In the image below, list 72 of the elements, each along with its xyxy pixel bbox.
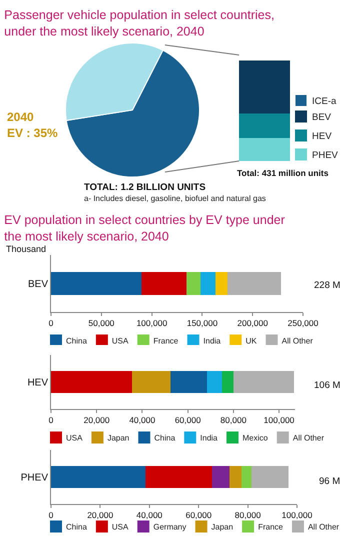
bar [186,272,201,295]
legend-label: All Other [308,522,340,532]
x-tick-label: 80,000 [234,510,262,520]
legend-label: USA [66,434,84,443]
x-tick-label: 50,000 [88,318,115,328]
legend-label: ICE-a [312,96,337,108]
bar [51,371,132,393]
bar [146,466,212,488]
x-tick-label: 20,000 [87,510,114,520]
text: 96 M [319,476,340,487]
bar [212,466,230,488]
bar [51,466,146,488]
text: a- Includes diesel, gasoline, biofuel and natural gas [84,194,266,203]
x-tick-label: 40,000 [129,415,156,426]
bar [242,466,252,488]
x-tick-label: 100,000 [136,318,168,328]
legend-label: All Other [292,434,324,443]
text: Total: 431 million units [237,168,329,178]
bar [170,371,208,393]
x-tick-label: 250,000 [288,318,319,328]
x-tick-label: 60,000 [174,415,202,426]
legend-label: China [154,434,176,443]
legend-label: China [66,522,88,532]
legend-label: France [258,522,284,532]
bar [200,272,216,295]
x-tick-label: 0 [48,318,54,328]
bar [251,466,288,488]
bar [142,272,187,295]
legend-label: USA [112,336,130,346]
legend-label: India [203,336,222,346]
x-tick-label: 0 [48,415,54,426]
bar [222,371,234,393]
bar [207,371,222,393]
chart-title: EV population in select countries by EV type under the most likely scenario, 2040 [4,213,285,244]
x-tick-label: 0 [48,510,54,520]
chart-title: Passenger vehicle population in select countries, under the most likely scenario, 2040 [4,8,274,38]
x-tick-label: 80,000 [220,415,247,426]
legend-label: Japan [211,522,234,532]
x-tick-label: 150,000 [186,318,218,328]
x-tick-label: 20,000 [84,415,110,426]
y-tick-label: BEV [28,279,48,290]
bar [227,272,281,295]
bar [233,371,294,393]
text: 106 M [314,380,340,391]
text: TOTAL: 1.2 BILLION UNITS [84,182,206,193]
x-tick-label: 200,000 [237,318,268,328]
y-tick-label: HEV [27,378,48,388]
legend-label: BEV [312,112,332,124]
legend-label: USA [112,522,130,532]
legend-label: France [153,336,179,346]
text: EV : 35% [7,126,58,140]
legend-label: UK [246,336,258,346]
chart-subtitle: Thousand [6,244,46,254]
legend-label: All Other [282,336,314,346]
x-tick-label: 100,000 [264,415,295,426]
x-tick-label: 40,000 [136,510,163,520]
legend-label: HEV [312,131,332,142]
bar [132,371,171,393]
legend-label: PHEV [312,150,339,162]
legend-label: Japan [107,434,130,443]
legend-label: Mexico [242,434,268,443]
bar [215,272,228,295]
x-tick-label: 60,000 [186,510,212,520]
text: 228 M [314,280,340,291]
legend-label: China [66,336,88,346]
bar [51,272,142,295]
x-tick-label: 100,000 [282,510,313,520]
legend-label: India [200,434,218,443]
bar [229,466,242,488]
legend-label: Germany [153,522,186,532]
y-tick-label: PHEV [20,472,48,484]
text: 2040 [7,110,34,124]
